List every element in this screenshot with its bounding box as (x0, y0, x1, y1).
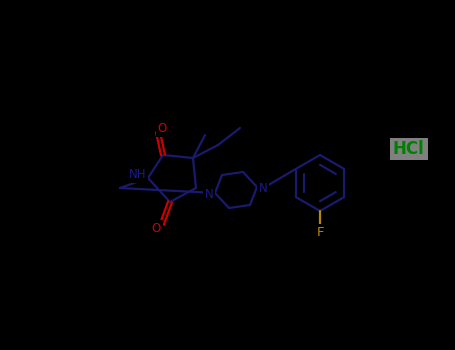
Text: N: N (205, 188, 213, 201)
Text: NH: NH (129, 168, 147, 182)
Text: O: O (157, 122, 167, 135)
Text: N: N (258, 182, 268, 195)
Text: F: F (316, 225, 324, 238)
FancyBboxPatch shape (390, 138, 428, 160)
Text: HCl: HCl (392, 140, 424, 158)
Text: O: O (152, 222, 161, 235)
